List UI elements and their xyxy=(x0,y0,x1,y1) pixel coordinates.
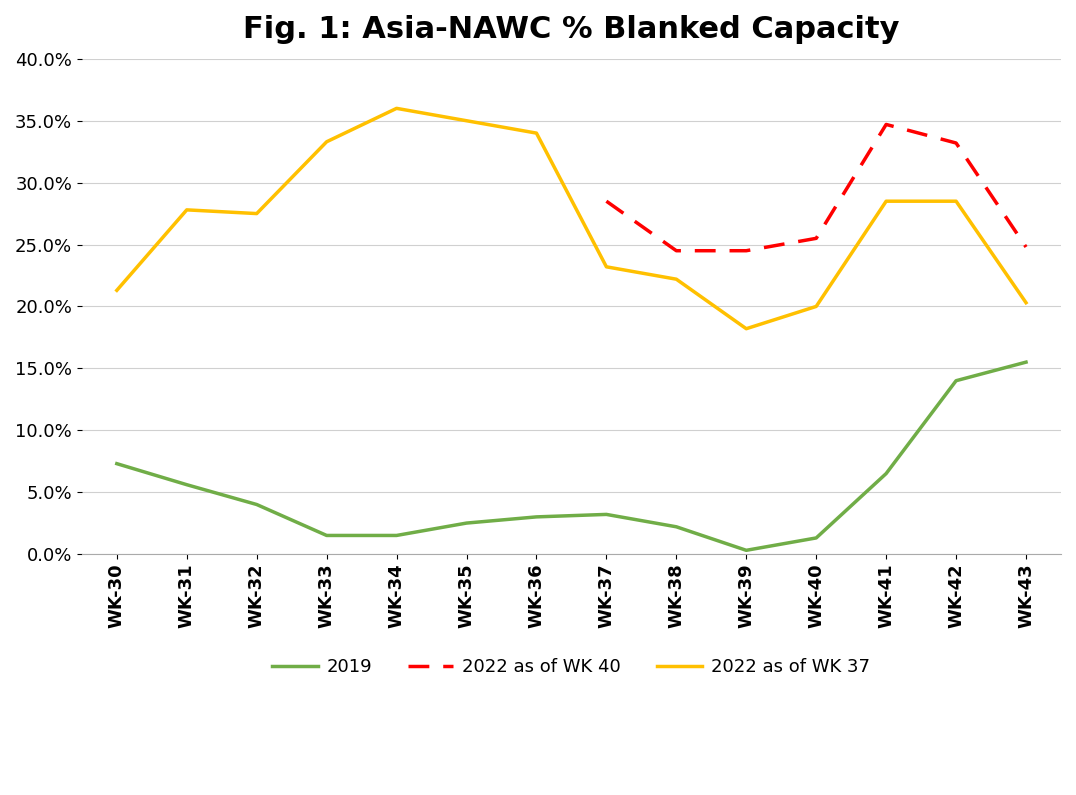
2019 xyxy=(181,480,194,490)
Line: 2022 as of WK 40: 2022 as of WK 40 xyxy=(607,125,1027,250)
2022 as of WK 37 xyxy=(670,274,683,284)
2019 xyxy=(670,522,683,532)
2019 xyxy=(740,545,753,555)
2019 xyxy=(880,469,893,479)
2022 as of WK 37 xyxy=(251,209,264,219)
2019 xyxy=(600,510,613,519)
2022 as of WK 37 xyxy=(810,301,823,311)
2019 xyxy=(810,533,823,543)
2019 xyxy=(111,459,124,468)
2019 xyxy=(251,500,264,510)
2019 xyxy=(321,531,334,541)
2022 as of WK 37 xyxy=(950,196,963,206)
2019 xyxy=(391,531,404,541)
2019 xyxy=(461,518,473,528)
2019 xyxy=(1020,358,1033,367)
2022 as of WK 40 xyxy=(600,196,613,206)
2022 as of WK 40 xyxy=(1020,242,1033,252)
2022 as of WK 37 xyxy=(391,103,404,113)
Title: Fig. 1: Asia-NAWC % Blanked Capacity: Fig. 1: Asia-NAWC % Blanked Capacity xyxy=(243,15,900,44)
2022 as of WK 40 xyxy=(810,234,823,243)
Line: 2019: 2019 xyxy=(117,363,1027,550)
2019 xyxy=(950,376,963,386)
2022 as of WK 37 xyxy=(321,137,334,146)
2022 as of WK 37 xyxy=(600,262,613,272)
2022 as of WK 37 xyxy=(461,116,473,126)
2022 as of WK 40 xyxy=(740,246,753,255)
2022 as of WK 37 xyxy=(111,285,124,295)
2022 as of WK 37 xyxy=(880,196,893,206)
2022 as of WK 40 xyxy=(670,246,683,255)
2022 as of WK 37 xyxy=(530,128,543,138)
2022 as of WK 37 xyxy=(740,324,753,333)
2022 as of WK 37 xyxy=(181,205,194,215)
Legend: 2019, 2022 as of WK 40, 2022 as of WK 37: 2019, 2022 as of WK 40, 2022 as of WK 37 xyxy=(265,651,878,684)
Line: 2022 as of WK 37: 2022 as of WK 37 xyxy=(117,108,1027,328)
2022 as of WK 40 xyxy=(950,138,963,148)
2022 as of WK 37 xyxy=(1020,298,1033,308)
2022 as of WK 40 xyxy=(880,120,893,130)
2019 xyxy=(530,512,543,522)
